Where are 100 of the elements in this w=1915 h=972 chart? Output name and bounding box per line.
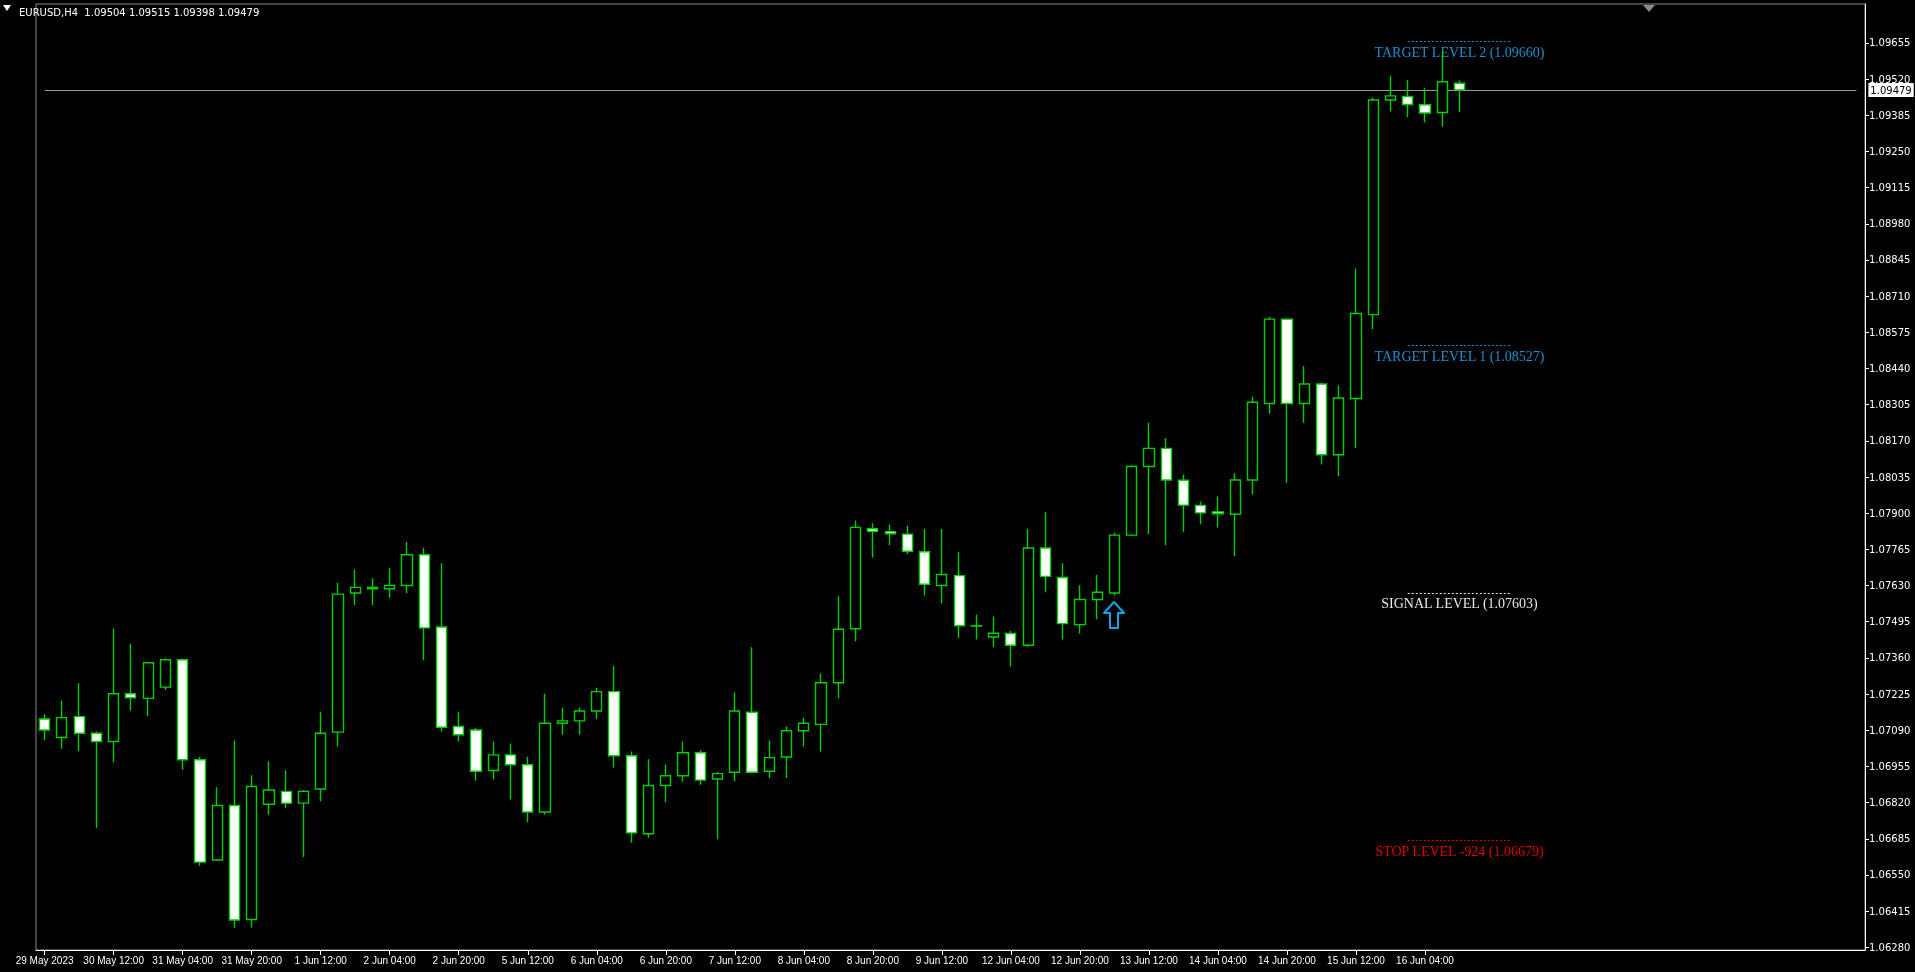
candlestick xyxy=(953,551,966,639)
candlestick xyxy=(349,568,362,607)
x-tick-label: 8 Jun 20:00 xyxy=(846,954,900,966)
candlestick xyxy=(228,739,241,929)
candlestick xyxy=(1125,464,1138,537)
candlestick xyxy=(90,730,103,829)
x-tick-label: 2 Jun 20:00 xyxy=(432,954,486,966)
ref-line-label: TARGET LEVEL 1 (1.08527) xyxy=(1374,348,1545,365)
candlestick xyxy=(1453,79,1466,113)
x-tick-label: 9 Jun 12:00 xyxy=(915,954,969,966)
candlestick xyxy=(331,582,345,748)
candlestick xyxy=(193,756,207,867)
x-tick-label: 1 Jun 12:00 xyxy=(294,954,348,966)
candlestick xyxy=(1039,511,1052,593)
candlestick xyxy=(1332,384,1345,477)
y-tick-label: 1.06280 xyxy=(1869,941,1911,953)
candlestick xyxy=(107,627,120,763)
candlestick xyxy=(556,707,569,736)
candlestick xyxy=(728,691,741,783)
y-tick-label: 1.08845 xyxy=(1869,254,1911,266)
candlestick xyxy=(918,528,931,597)
x-tick-label: 5 Jun 12:00 xyxy=(501,954,555,966)
x-tick-label: 6 Jun 04:00 xyxy=(570,954,624,966)
candlestick xyxy=(1315,381,1328,466)
candlestick xyxy=(590,686,603,720)
candlestick xyxy=(418,547,431,661)
candlestick xyxy=(573,707,586,736)
ref-line-label: STOP LEVEL -924 (1.06679) xyxy=(1375,843,1544,860)
y-tick-label: 1.08440 xyxy=(1869,362,1911,374)
candlestick xyxy=(884,524,897,546)
candlestick xyxy=(987,615,1000,648)
x-tick-label: 8 Jun 04:00 xyxy=(777,954,831,966)
candlestick xyxy=(521,756,534,823)
y-tick-label: 1.06415 xyxy=(1869,905,1911,917)
candlestick xyxy=(314,711,327,802)
x-tick-label: 7 Jun 12:00 xyxy=(708,954,762,966)
candlestick xyxy=(297,789,310,858)
candlestick xyxy=(970,614,983,641)
candlestick xyxy=(452,711,465,743)
candlestick xyxy=(366,577,379,607)
candlestick xyxy=(1401,79,1414,119)
candlestick xyxy=(124,642,137,712)
candlestick xyxy=(1004,630,1017,668)
candlestick xyxy=(1056,562,1069,641)
chart-title: EURUSD,H4 1.09504 1.09515 1.09398 1.09479 xyxy=(19,6,260,18)
candlestick xyxy=(1246,396,1259,496)
y-tick-label: 1.09250 xyxy=(1869,145,1911,157)
candlestick xyxy=(1349,267,1363,449)
candlestick xyxy=(400,541,414,594)
candlestick xyxy=(935,528,948,604)
y-tick-label: 1.09115 xyxy=(1869,182,1911,194)
candlestick xyxy=(1073,584,1087,635)
candlestick xyxy=(676,740,690,783)
candlestick xyxy=(763,739,776,779)
candlestick xyxy=(435,562,448,733)
candlestick xyxy=(1367,96,1380,330)
y-tick-label: 1.06955 xyxy=(1869,760,1911,772)
y-tick-label: 1.07900 xyxy=(1869,507,1911,519)
x-tick-label: 14 Jun 04:00 xyxy=(1189,954,1248,966)
candlestick xyxy=(142,661,155,717)
y-tick-label: 1.07090 xyxy=(1869,724,1911,736)
candlestick xyxy=(504,742,517,801)
candlestick xyxy=(780,725,793,779)
x-tick-label: 6 Jun 20:00 xyxy=(639,954,693,966)
x-tick-label: 2 Jun 04:00 xyxy=(363,954,417,966)
candlestick xyxy=(55,700,68,750)
candlestick xyxy=(73,682,86,752)
y-tick-label: 1.07225 xyxy=(1869,688,1911,700)
candlestick xyxy=(1418,87,1432,124)
y-tick-label: 1.08980 xyxy=(1869,218,1911,230)
candlestick xyxy=(1211,495,1225,529)
candlestick xyxy=(262,760,276,816)
x-tick-label: 12 Jun 20:00 xyxy=(1051,954,1110,966)
candlestick xyxy=(159,657,172,691)
candlestick xyxy=(745,646,759,774)
x-tick-label: 30 May 12:00 xyxy=(83,954,145,966)
ref-line-label: SIGNAL LEVEL (1.07603) xyxy=(1381,596,1539,613)
candlestick xyxy=(642,758,655,839)
candlestick xyxy=(211,786,224,862)
candlestick xyxy=(1229,472,1242,557)
candlestick xyxy=(38,713,51,741)
x-tick-label: 15 Jun 12:00 xyxy=(1327,954,1386,966)
y-tick-label: 1.09655 xyxy=(1869,37,1911,49)
candlestick xyxy=(1384,75,1397,113)
candlestick xyxy=(694,749,707,786)
x-tick-label: 31 May 04:00 xyxy=(152,954,214,966)
x-tick-label: 16 Jun 04:00 xyxy=(1396,954,1455,966)
candlestick xyxy=(1160,437,1173,546)
candlestick xyxy=(832,595,845,700)
y-tick-label: 1.06685 xyxy=(1869,833,1911,845)
candlestick xyxy=(487,740,500,781)
y-tick-label: 1.06820 xyxy=(1869,797,1911,809)
candlestick xyxy=(1298,365,1311,424)
candlestick xyxy=(866,522,879,559)
candlestick xyxy=(1263,316,1276,415)
candlestick xyxy=(1280,317,1294,484)
y-tick-label: 1.08575 xyxy=(1869,326,1911,338)
y-tick-label: 1.08710 xyxy=(1869,290,1911,302)
candlestick xyxy=(711,771,724,841)
candlestick xyxy=(1142,422,1156,535)
